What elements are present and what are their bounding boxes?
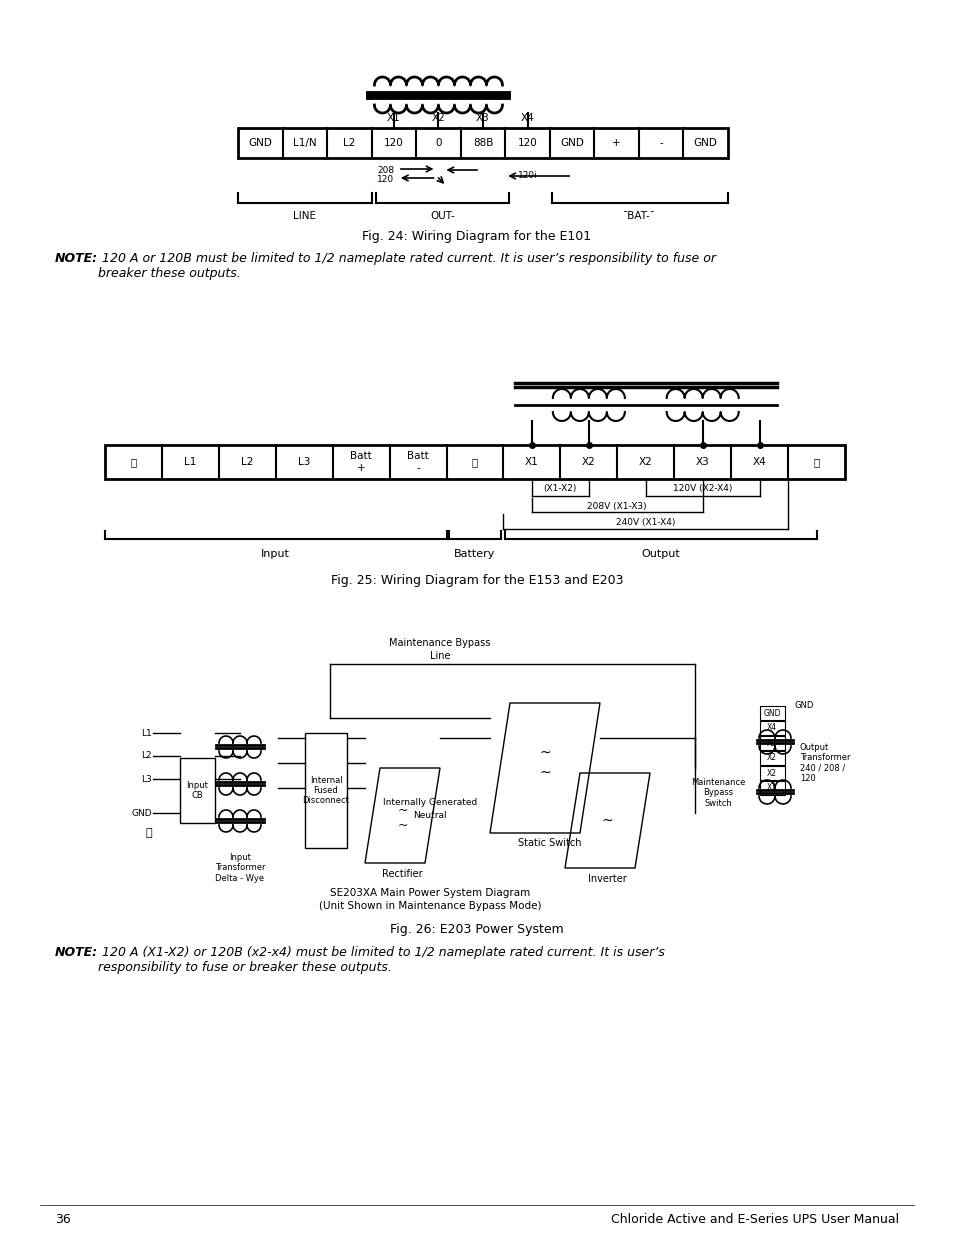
Text: X3: X3 (476, 112, 489, 124)
Text: Neutral: Neutral (413, 811, 446, 820)
Text: 208V (X1-X3): 208V (X1-X3) (587, 501, 646, 510)
Text: Fig. 26: E203 Power System: Fig. 26: E203 Power System (390, 923, 563, 936)
Text: ~: ~ (538, 766, 550, 781)
Text: LINE: LINE (293, 211, 316, 221)
Text: 88B: 88B (473, 138, 493, 148)
Text: NOTE:: NOTE: (55, 252, 98, 266)
Bar (305, 734, 347, 848)
Text: X2: X2 (431, 112, 445, 124)
Bar (760, 751, 784, 764)
Text: L2: L2 (343, 138, 355, 148)
Text: 120i: 120i (517, 172, 537, 180)
Text: ~: ~ (601, 814, 613, 827)
Text: L3: L3 (141, 774, 152, 783)
Text: X1: X1 (387, 112, 400, 124)
Text: X1: X1 (766, 783, 776, 793)
Text: Output
Transformer
240 / 208 /
120: Output Transformer 240 / 208 / 120 (800, 743, 850, 783)
Text: Batt
-: Batt - (407, 451, 429, 473)
Text: X3: X3 (766, 739, 777, 747)
Text: Fig. 24: Wiring Diagram for the E101: Fig. 24: Wiring Diagram for the E101 (362, 230, 591, 243)
Text: Internal
Fused
Disconnect: Internal Fused Disconnect (302, 776, 349, 805)
Text: GND: GND (559, 138, 583, 148)
Text: Input: Input (261, 550, 290, 559)
Bar (760, 721, 784, 735)
Bar (760, 781, 784, 795)
Text: Input
CB: Input CB (187, 781, 208, 800)
Text: ⏚: ⏚ (145, 827, 152, 839)
Text: Internally Generated: Internally Generated (382, 798, 476, 806)
Text: ~: ~ (538, 746, 550, 760)
Text: L2: L2 (141, 752, 152, 761)
Text: 120: 120 (384, 138, 403, 148)
Text: GND: GND (794, 701, 814, 710)
Text: ⏚: ⏚ (131, 457, 136, 467)
Text: ~: ~ (396, 819, 407, 832)
Text: X2: X2 (581, 457, 595, 467)
Text: L3: L3 (297, 457, 310, 467)
Text: SE203XA Main Power System Diagram: SE203XA Main Power System Diagram (330, 888, 530, 898)
Text: X2: X2 (639, 457, 652, 467)
Text: Maintenance
Bypass
Switch: Maintenance Bypass Switch (690, 778, 744, 808)
Text: Input
Transformer
Delta - Wye: Input Transformer Delta - Wye (214, 853, 265, 883)
Text: X4: X4 (520, 112, 534, 124)
Text: X2: X2 (766, 753, 776, 762)
Text: L1: L1 (141, 729, 152, 737)
Text: 120 A or 120B must be limited to 1/2 nameplate rated current. It is user’s respo: 120 A or 120B must be limited to 1/2 nam… (98, 252, 716, 280)
Text: 0: 0 (435, 138, 441, 148)
Text: Output: Output (641, 550, 679, 559)
Text: X1: X1 (524, 457, 538, 467)
Text: GND: GND (248, 138, 272, 148)
Text: 120: 120 (377, 175, 394, 184)
Text: ⏚: ⏚ (813, 457, 819, 467)
Bar (180, 758, 214, 823)
Text: Battery: Battery (454, 550, 496, 559)
Text: X2: X2 (766, 768, 776, 778)
Text: ⏚: ⏚ (472, 457, 477, 467)
Text: ~: ~ (396, 804, 407, 818)
Text: Line: Line (429, 651, 450, 661)
Text: Maintenance Bypass: Maintenance Bypass (389, 638, 490, 648)
Text: GND: GND (693, 138, 717, 148)
Text: (Unit Shown in Maintenance Bypass Mode): (Unit Shown in Maintenance Bypass Mode) (318, 902, 540, 911)
Text: 240V (X1-X4): 240V (X1-X4) (616, 517, 675, 526)
Text: Batt
+: Batt + (350, 451, 372, 473)
Text: Inverter: Inverter (587, 874, 626, 884)
Text: X3: X3 (695, 457, 709, 467)
Text: 120V (X2-X4): 120V (X2-X4) (672, 483, 732, 493)
Text: 120 A (X1-X2) or 120B (x2-x4) must be limited to 1/2 nameplate rated current. It: 120 A (X1-X2) or 120B (x2-x4) must be li… (98, 946, 664, 974)
Text: X4: X4 (752, 457, 765, 467)
Bar (105, 445, 844, 479)
Bar (237, 128, 727, 158)
Text: GND: GND (132, 809, 152, 818)
Text: 208: 208 (377, 165, 394, 175)
Text: ¯BAT-¯: ¯BAT-¯ (622, 211, 656, 221)
Bar (760, 706, 784, 720)
Text: 120: 120 (517, 138, 537, 148)
Bar (760, 766, 784, 781)
Text: Chloride Active and E-Series UPS User Manual: Chloride Active and E-Series UPS User Ma… (610, 1213, 898, 1226)
Text: 36: 36 (55, 1213, 71, 1226)
Bar (760, 736, 784, 750)
Text: L2: L2 (241, 457, 253, 467)
Text: Static Switch: Static Switch (517, 839, 581, 848)
Text: OUT-: OUT- (430, 211, 455, 221)
Text: L1: L1 (184, 457, 196, 467)
Text: (X1-X2): (X1-X2) (543, 483, 577, 493)
Text: +: + (612, 138, 620, 148)
Text: NOTE:: NOTE: (55, 946, 98, 960)
Text: Rectifier: Rectifier (382, 869, 422, 879)
Text: -: - (659, 138, 662, 148)
Text: Fig. 25: Wiring Diagram for the E153 and E203: Fig. 25: Wiring Diagram for the E153 and… (331, 574, 622, 587)
Text: L1/N: L1/N (293, 138, 316, 148)
Text: X4: X4 (766, 724, 777, 732)
Text: GND: GND (762, 709, 780, 718)
